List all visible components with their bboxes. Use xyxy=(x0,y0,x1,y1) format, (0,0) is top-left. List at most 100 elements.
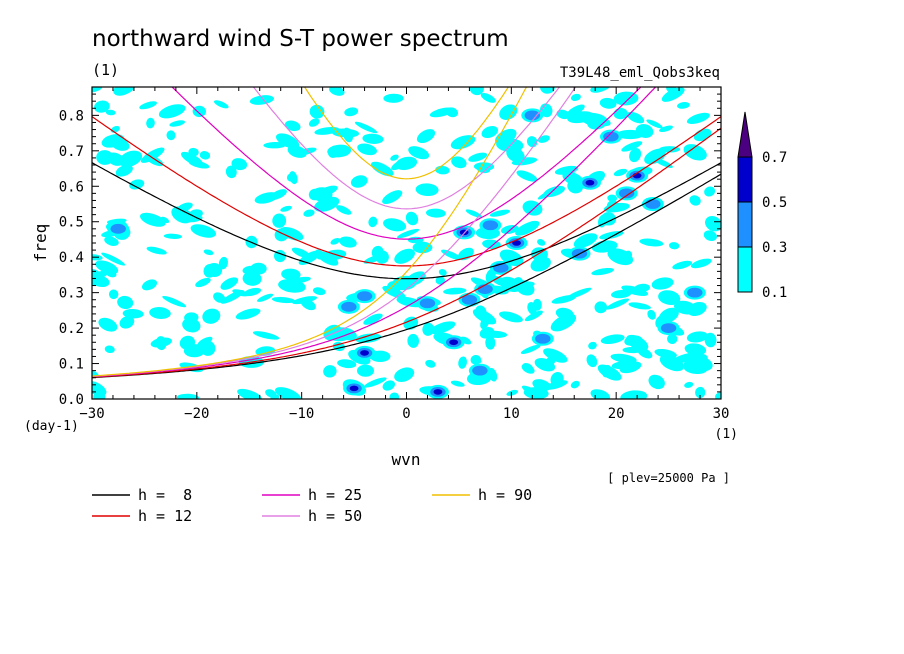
contour-patch xyxy=(469,87,484,96)
contour-patch xyxy=(689,195,701,206)
contour-patch xyxy=(483,330,508,338)
colorbar-label: 0.1 xyxy=(762,285,787,301)
contour-patch xyxy=(499,104,518,120)
contour-patch xyxy=(485,335,496,350)
contour-patch xyxy=(308,188,321,201)
contour-patch xyxy=(672,260,693,270)
contour-patch xyxy=(602,364,612,378)
contour-patch xyxy=(363,313,383,325)
contour-patch xyxy=(252,331,280,340)
contour-patch xyxy=(705,215,721,232)
contour-patch xyxy=(515,220,540,236)
contour-patch xyxy=(225,165,237,179)
colorbar-segment xyxy=(737,246,753,293)
contour-patch xyxy=(435,165,450,175)
contour-patch xyxy=(647,309,656,320)
contour-patch xyxy=(429,321,456,335)
title-unit: (1) xyxy=(92,61,119,79)
contour-patch xyxy=(570,93,581,101)
contour-patch xyxy=(250,262,267,275)
contour-patch xyxy=(118,150,143,167)
legend-entry: h = 50 xyxy=(308,507,362,525)
contour-patch xyxy=(659,125,673,133)
contour-patch xyxy=(394,248,415,264)
contour-patch xyxy=(362,133,384,144)
contour-patch xyxy=(626,111,645,124)
contour-patch xyxy=(98,317,118,332)
contour-patch xyxy=(480,316,490,330)
contour-patch xyxy=(195,277,211,288)
contour-patch xyxy=(480,92,496,103)
contour-patch xyxy=(550,313,577,332)
contour-patch xyxy=(599,97,617,109)
contour-patch xyxy=(621,285,649,296)
contour-patch xyxy=(619,361,629,371)
dispersion-curve-lower xyxy=(92,127,721,378)
dispersion-curve-lower xyxy=(92,87,657,378)
contour-patch xyxy=(396,228,420,239)
contour-patch xyxy=(309,104,325,119)
y-tick-label: 0.8 xyxy=(59,108,84,124)
contour-patch xyxy=(408,146,430,160)
contour-patch xyxy=(511,277,524,291)
contour-patch xyxy=(670,352,697,365)
contour-patch xyxy=(182,317,201,333)
contour-patch xyxy=(425,359,436,368)
contour-patch xyxy=(704,332,717,348)
contour-patch xyxy=(166,130,176,141)
axis-ticks xyxy=(91,86,722,400)
contour-patch xyxy=(203,249,214,256)
contour-patch xyxy=(169,120,186,127)
y-tick-label: 0.0 xyxy=(59,392,84,408)
chart-title: northward wind S-T power spectrum xyxy=(92,26,509,52)
contour-patch xyxy=(435,276,445,285)
contour-patch xyxy=(426,208,446,218)
contour-patch xyxy=(337,359,357,369)
contour-patch xyxy=(520,344,541,354)
contour-patch xyxy=(330,237,341,245)
contour-patch xyxy=(543,348,568,363)
contour-patch xyxy=(607,194,618,202)
contour-patch xyxy=(179,335,196,350)
power-blob xyxy=(349,385,359,392)
colorbar-label: 0.7 xyxy=(762,150,787,166)
dispersion-curve-lower xyxy=(92,87,577,377)
contour-patch xyxy=(499,311,523,323)
contour-patch xyxy=(171,206,193,224)
contour-patch xyxy=(139,212,166,227)
y-tick-label: 0.3 xyxy=(59,286,84,302)
contour-patch xyxy=(451,156,467,169)
contour-patch xyxy=(550,372,564,387)
contour-patch xyxy=(92,380,107,396)
contour-patch xyxy=(105,109,116,116)
contour-patch xyxy=(284,120,301,132)
contour-patch xyxy=(588,341,597,350)
power-blob xyxy=(419,298,436,309)
contour-patch xyxy=(654,348,677,359)
legend-entry: h = 90 xyxy=(478,486,532,504)
contour-patch xyxy=(287,145,307,158)
dispersion-curve-upper xyxy=(303,87,510,180)
contour-patch xyxy=(667,333,678,345)
contour-patch xyxy=(382,380,395,391)
contour-patch xyxy=(382,285,406,299)
contour-patch xyxy=(394,367,415,382)
contour-patch xyxy=(243,287,262,297)
contour-patch xyxy=(686,331,708,343)
contour-patch xyxy=(202,308,221,324)
x-tick-label: 0 xyxy=(402,406,410,422)
contour-patch xyxy=(506,147,525,163)
contour-patch xyxy=(146,246,167,255)
power-blob xyxy=(512,240,521,246)
contour-patch xyxy=(92,87,103,93)
contour-patch xyxy=(108,289,119,300)
power-blob xyxy=(603,131,619,142)
contour-patch xyxy=(275,387,302,399)
contour-patch xyxy=(443,287,467,295)
contour-patch xyxy=(567,111,594,124)
contour-patch xyxy=(390,154,399,161)
contour-patch xyxy=(303,209,315,217)
contour-patch xyxy=(566,287,592,300)
contour-patch xyxy=(684,343,707,356)
power-blob xyxy=(535,333,551,344)
